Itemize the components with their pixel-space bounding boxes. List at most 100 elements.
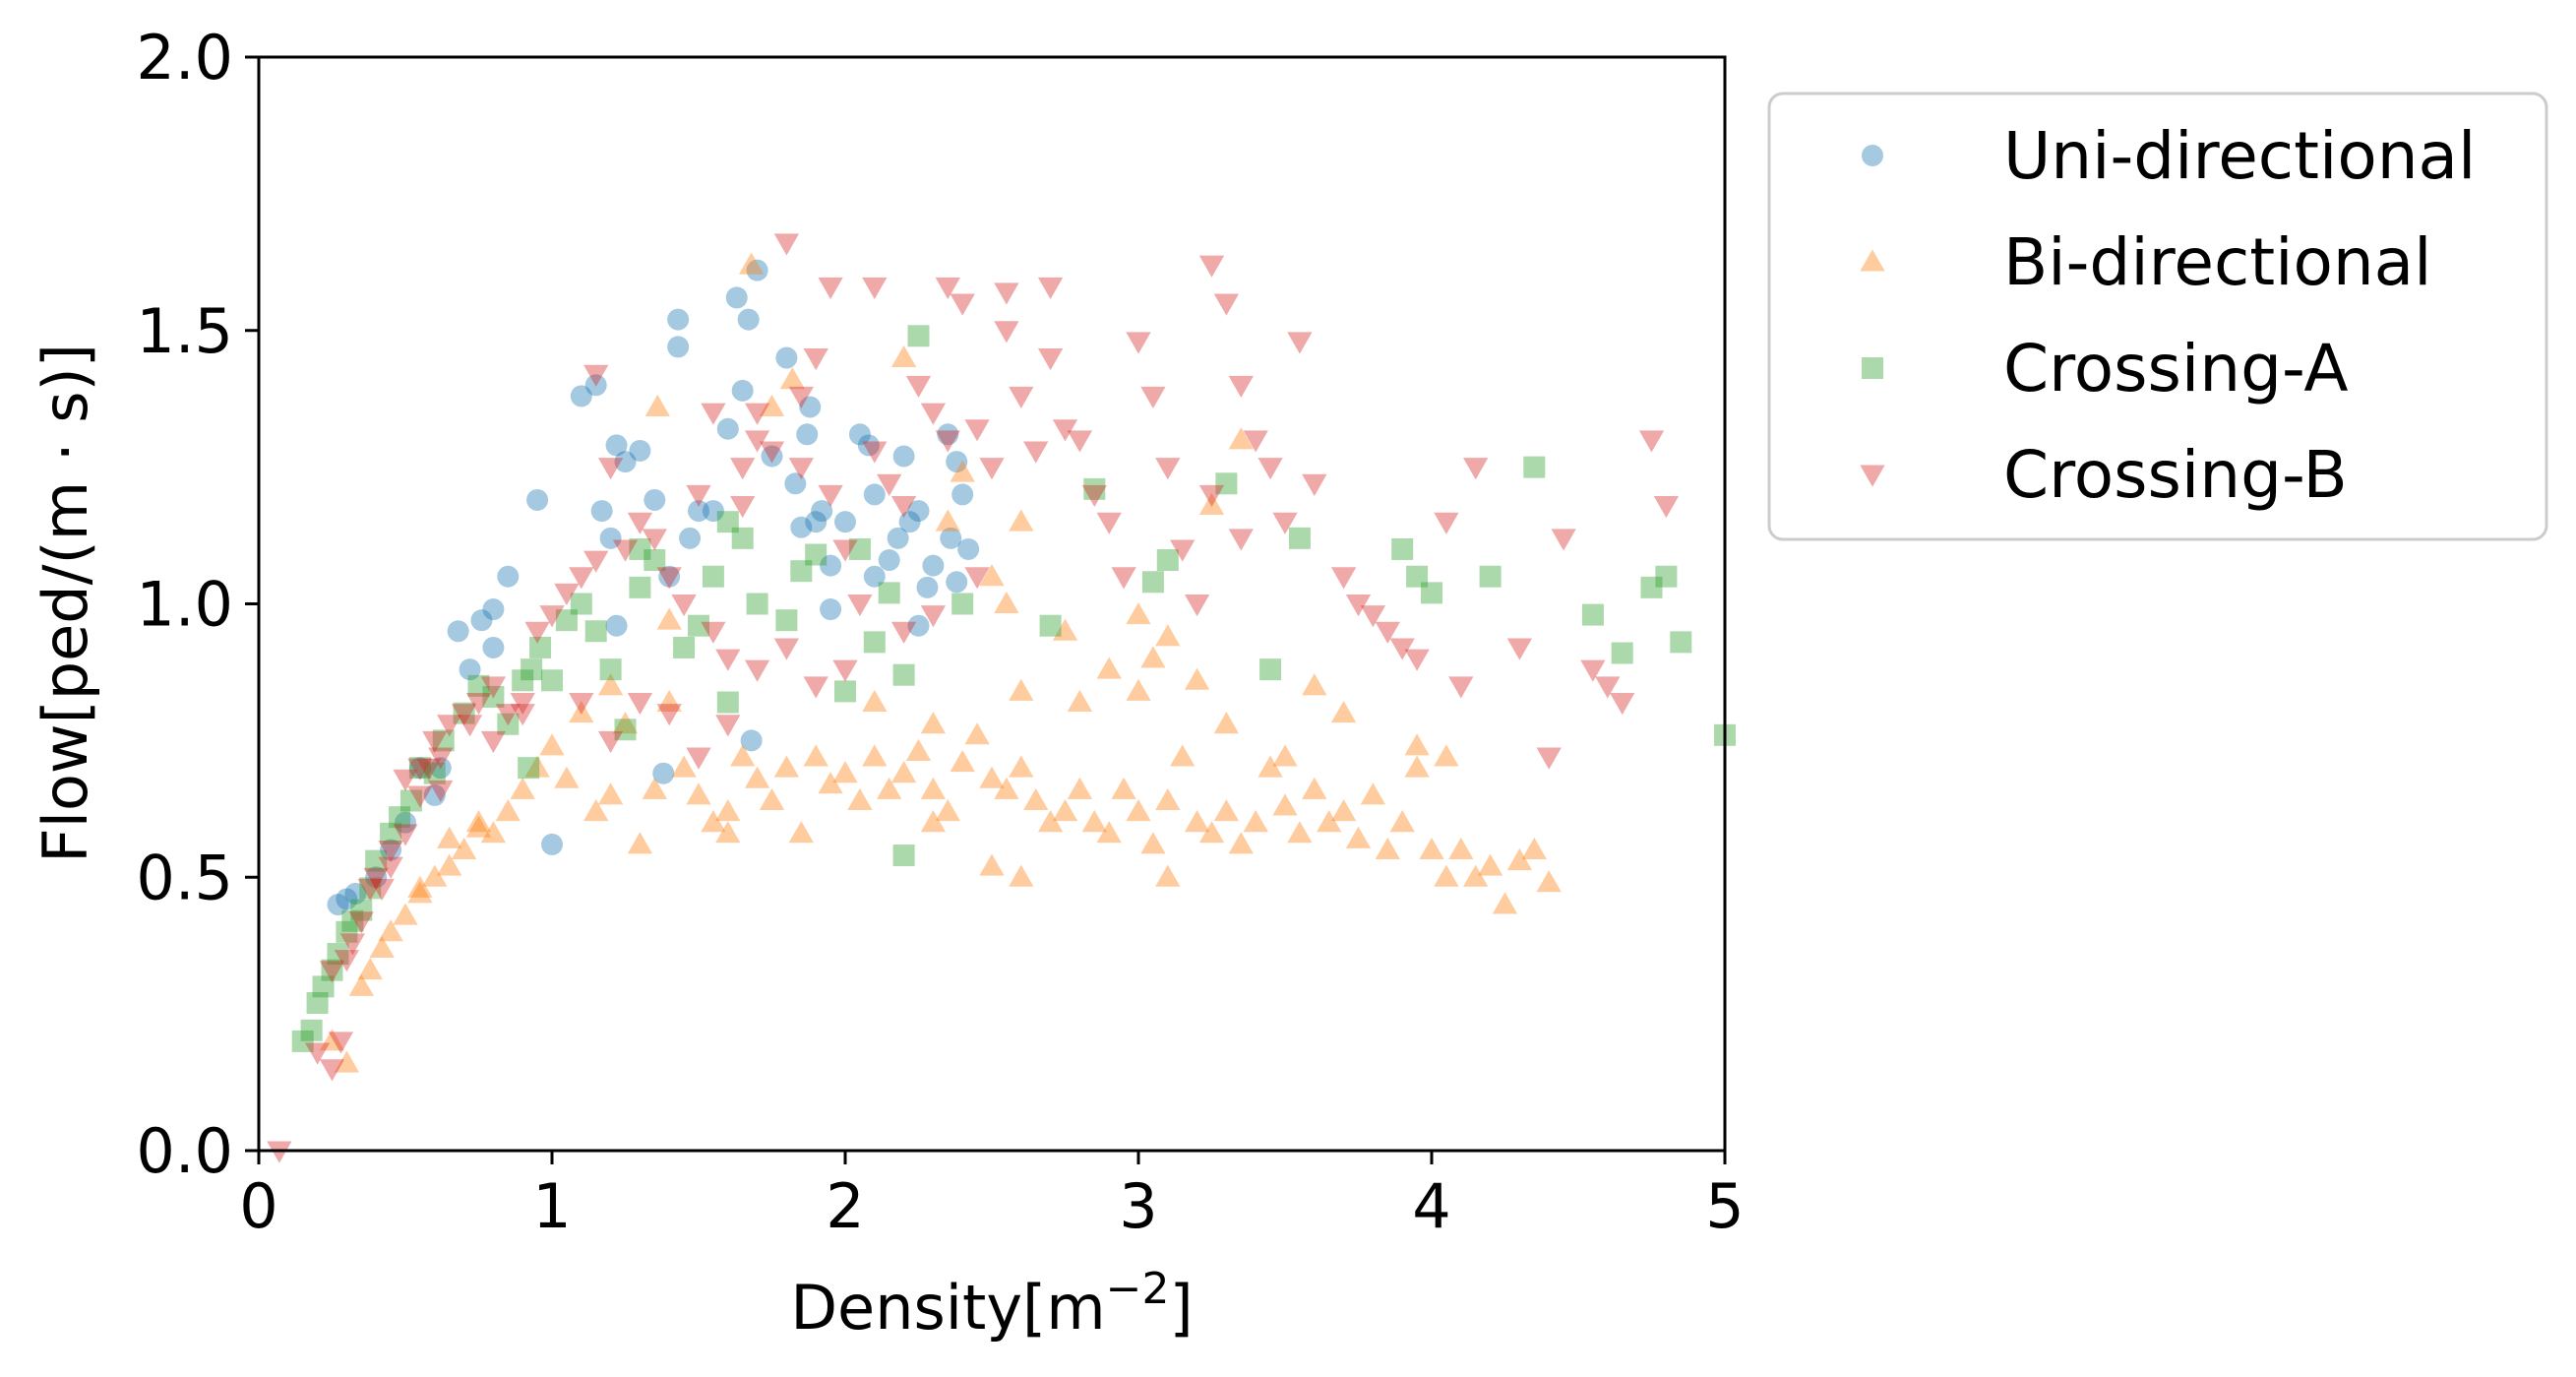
- y-tick-label: 0.0: [136, 1115, 233, 1187]
- data-point: [857, 434, 880, 457]
- data-point: [423, 783, 446, 806]
- data-point: [583, 798, 609, 822]
- data-point: [1184, 810, 1210, 833]
- data-point: [457, 715, 483, 737]
- data-point: [369, 878, 395, 902]
- data-point: [597, 730, 624, 754]
- data-point: [1009, 678, 1034, 701]
- data-point: [715, 821, 741, 844]
- data-point: [389, 806, 411, 829]
- data-point: [744, 403, 770, 425]
- series-crossing-a: [291, 325, 1736, 1052]
- data-point: [407, 875, 433, 898]
- data-point: [920, 712, 947, 734]
- data-point: [1287, 332, 1313, 354]
- data-point: [1096, 821, 1122, 844]
- data-point: [775, 346, 798, 369]
- data-point: [1198, 484, 1225, 508]
- data-point: [1330, 798, 1357, 822]
- data-point: [599, 527, 622, 549]
- data-point: [369, 935, 395, 958]
- data-point: [1448, 837, 1474, 859]
- data-point: [715, 798, 741, 822]
- legend-label: Crossing-A: [2003, 331, 2349, 407]
- data-point: [319, 1059, 345, 1082]
- data-point: [652, 762, 675, 784]
- data-point: [701, 810, 726, 833]
- data-point: [539, 605, 565, 628]
- data-point: [1126, 601, 1151, 625]
- data-point: [495, 798, 521, 822]
- data-points-layer: [267, 233, 1736, 1163]
- data-point: [702, 565, 724, 588]
- data-point: [1052, 798, 1078, 822]
- data-point: [1655, 565, 1678, 588]
- data-point: [667, 336, 690, 358]
- data-point: [1404, 755, 1430, 778]
- data-point: [465, 693, 492, 716]
- legend-item: Bi-directional: [1860, 224, 2431, 300]
- data-point: [422, 730, 448, 754]
- data-point: [1170, 539, 1196, 562]
- data-point: [946, 571, 968, 594]
- data-point: [920, 777, 947, 799]
- data-point: [1140, 832, 1166, 854]
- y-tick-label: 2.0: [136, 22, 233, 94]
- data-point: [1067, 430, 1093, 453]
- data-point: [1213, 712, 1240, 734]
- data-point: [811, 500, 833, 523]
- data-point: [334, 1050, 360, 1073]
- data-point: [1463, 458, 1489, 480]
- data-point: [979, 766, 1005, 788]
- data-point: [312, 975, 335, 998]
- data-point: [1155, 624, 1181, 647]
- data-point: [554, 766, 580, 788]
- data-point: [784, 472, 807, 495]
- data-point: [570, 385, 592, 407]
- data-point: [892, 445, 915, 468]
- data-point: [1228, 375, 1254, 398]
- data-point: [584, 620, 607, 643]
- legend-item: Uni-directional: [1862, 118, 2476, 194]
- data-point: [1155, 458, 1181, 480]
- data-point: [1434, 512, 1459, 534]
- data-point: [979, 564, 1005, 587]
- data-point: [407, 785, 433, 808]
- data-point: [304, 1042, 331, 1065]
- data-point: [629, 576, 651, 598]
- data-point: [539, 733, 565, 756]
- data-point: [979, 853, 1005, 876]
- data-point: [395, 811, 416, 834]
- data-point: [319, 961, 345, 983]
- data-point: [1406, 565, 1429, 588]
- data-point: [863, 483, 886, 506]
- data-point: [518, 757, 540, 780]
- data-point: [328, 1032, 354, 1054]
- data-point: [820, 554, 842, 577]
- data-point: [393, 903, 418, 925]
- data-point: [790, 560, 813, 583]
- data-point: [878, 582, 900, 604]
- data-point: [803, 744, 828, 767]
- data-point: [569, 567, 594, 590]
- data-point: [612, 539, 639, 562]
- data-point: [920, 403, 947, 425]
- data-point: [465, 810, 492, 833]
- legend-label: Uni-directional: [2003, 118, 2476, 194]
- data-point: [834, 511, 856, 533]
- data-point: [1595, 676, 1621, 699]
- data-point: [796, 423, 819, 446]
- data-point: [1243, 810, 1268, 833]
- data-point: [1184, 595, 1210, 617]
- data-point: [1052, 419, 1078, 442]
- data-point: [1111, 567, 1136, 590]
- data-point: [605, 434, 628, 457]
- data-point: [818, 484, 843, 508]
- data-point: [656, 689, 682, 712]
- legend-frame: [1767, 92, 2548, 541]
- data-point: [1096, 657, 1122, 679]
- data-point: [570, 593, 592, 615]
- data-point: [890, 761, 917, 783]
- data-point: [569, 693, 594, 716]
- data-point: [482, 685, 505, 708]
